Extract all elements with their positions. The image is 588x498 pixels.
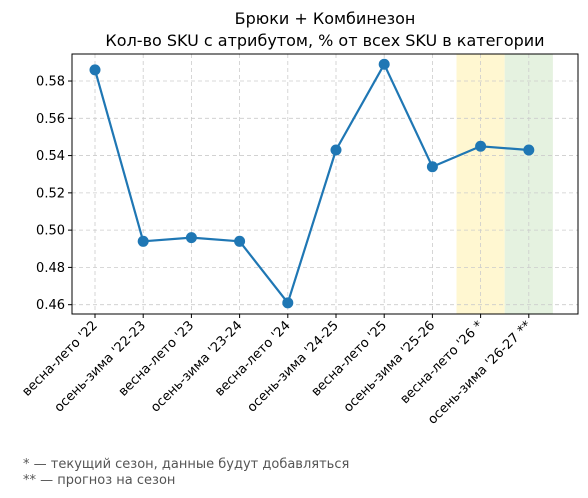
x-tick-label: осень-зима '25-26 (341, 318, 438, 415)
data-point (89, 64, 101, 76)
data-point (234, 235, 246, 247)
footnote-current-season: * — текущий сезон, данные будут добавлят… (23, 457, 350, 472)
data-point (282, 297, 294, 309)
series-line (93, 63, 529, 304)
y-tick-label: 0.56 (36, 112, 65, 127)
y-tick-label: 0.46 (36, 298, 65, 313)
data-point (185, 232, 197, 244)
y-tick-label: 0.58 (36, 75, 65, 90)
data-point (137, 235, 149, 247)
y-tick-label: 0.52 (36, 186, 65, 201)
chart-title: Брюки + Комбинезон (235, 9, 416, 28)
data-point (523, 144, 535, 156)
x-tick-label: осень-зима '24-25 (245, 318, 342, 415)
footnote-forecast: ** — прогноз на сезон (23, 473, 176, 488)
x-tick-label: весна-лето '26 * (398, 318, 487, 407)
y-tick-label: 0.54 (36, 149, 65, 164)
data-point (475, 140, 487, 152)
y-tick-label: 0.50 (36, 224, 65, 239)
x-tick-label: осень-зима '22-23 (52, 318, 149, 415)
data-point (330, 144, 342, 156)
x-tick-label: осень-зима '23-24 (148, 318, 245, 415)
plot-frame (71, 53, 579, 315)
data-point (378, 58, 390, 70)
y-tick-label: 0.48 (36, 261, 65, 276)
chart-subtitle: Кол-во SKU с атрибутом, % от всех SKU в … (105, 31, 544, 50)
data-point (426, 161, 438, 173)
